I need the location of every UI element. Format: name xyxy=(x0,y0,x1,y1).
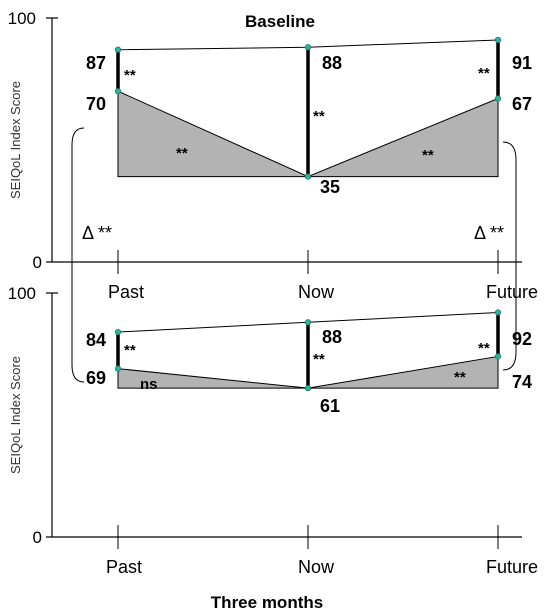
top-cat-label-now: Now xyxy=(298,282,335,302)
bottom-annotation-gap-past: ** xyxy=(124,342,136,359)
bottom-lower-point-past xyxy=(114,365,122,372)
top-annotation-slope-left: ** xyxy=(176,145,188,162)
bottom-upper-point-future xyxy=(494,309,502,316)
bottom-annotation-slope-right: ** xyxy=(454,369,466,386)
top-upper-point-past xyxy=(114,46,122,53)
top-annotation-delta-right: Δ ** xyxy=(474,223,504,243)
bottom-upper-point-past xyxy=(114,328,122,336)
top-value-label-now-high: 88 xyxy=(322,53,342,73)
bottom-annotation-gap-future: ** xyxy=(478,340,490,357)
bottom-annotation-slope-left: ns xyxy=(140,376,158,393)
bottom-annotation-gap-now: ** xyxy=(313,351,325,368)
top-value-label-future-high: 91 xyxy=(512,53,532,73)
bottom-y-axis-label: SEIQoL Index Score xyxy=(8,356,23,474)
top-ytick-label-100: 100 xyxy=(8,9,36,28)
bottom-ytick-label-0: 0 xyxy=(33,528,42,547)
top-cat-label-past: Past xyxy=(108,282,144,302)
top-annotation-gap-now: ** xyxy=(313,108,325,125)
top-value-label-future-low: 67 xyxy=(512,94,532,114)
top-ytick-label-0: 0 xyxy=(33,253,42,272)
bottom-panel-axes xyxy=(46,292,522,538)
top-upper-point-now xyxy=(304,44,312,51)
bottom-category-ticks xyxy=(117,525,499,549)
bottom-cat-label-past: Past xyxy=(106,557,142,577)
bottom-value-label-past-low: 69 xyxy=(86,368,106,388)
bottom-lower-point-now xyxy=(304,385,312,392)
bottom-lower-point-future xyxy=(494,353,502,360)
bottom-panel-marks xyxy=(114,309,502,392)
top-lower-point-past xyxy=(114,88,122,95)
bottom-value-label-past-high: 84 xyxy=(86,330,106,350)
right-bracket xyxy=(502,141,517,371)
top-cat-label-future: Future xyxy=(486,282,538,302)
top-y-axis-label: SEIQoL Index Score xyxy=(8,81,23,199)
top-annotation-gap-future: ** xyxy=(478,65,490,82)
bottom-lower-area xyxy=(117,355,499,389)
bottom-cat-label-future: Future xyxy=(486,557,538,577)
top-value-label-past-high: 87 xyxy=(86,53,106,73)
top-panel-marks xyxy=(114,36,502,180)
bottom-cat-label-now: Now xyxy=(298,557,335,577)
top-annotation-delta-left: Δ ** xyxy=(82,223,112,243)
bottom-value-label-now-low: 61 xyxy=(320,396,340,416)
top-value-label-now-low: 35 xyxy=(320,177,340,197)
top-panel-axes xyxy=(46,17,522,263)
top-lower-point-future xyxy=(494,95,502,102)
left-bracket xyxy=(71,127,85,383)
bottom-upper-point-now xyxy=(304,319,312,326)
top-lower-area xyxy=(117,90,499,178)
top-annotation-slope-right: ** xyxy=(422,147,434,164)
bottom-value-label-future-low: 74 xyxy=(512,372,532,392)
bottom-ytick-label-100: 100 xyxy=(8,284,36,303)
top-lower-point-now xyxy=(304,173,312,180)
top-value-label-past-low: 70 xyxy=(86,94,106,114)
top-upper-point-future xyxy=(494,36,502,44)
x-axis-title: Three months xyxy=(211,593,323,612)
top-chart-title: Baseline xyxy=(245,12,315,31)
top-category-ticks xyxy=(117,250,499,274)
top-annotation-gap-past: ** xyxy=(124,67,136,84)
bottom-value-label-now-high: 88 xyxy=(322,327,342,347)
bottom-value-label-future-high: 92 xyxy=(512,329,532,349)
